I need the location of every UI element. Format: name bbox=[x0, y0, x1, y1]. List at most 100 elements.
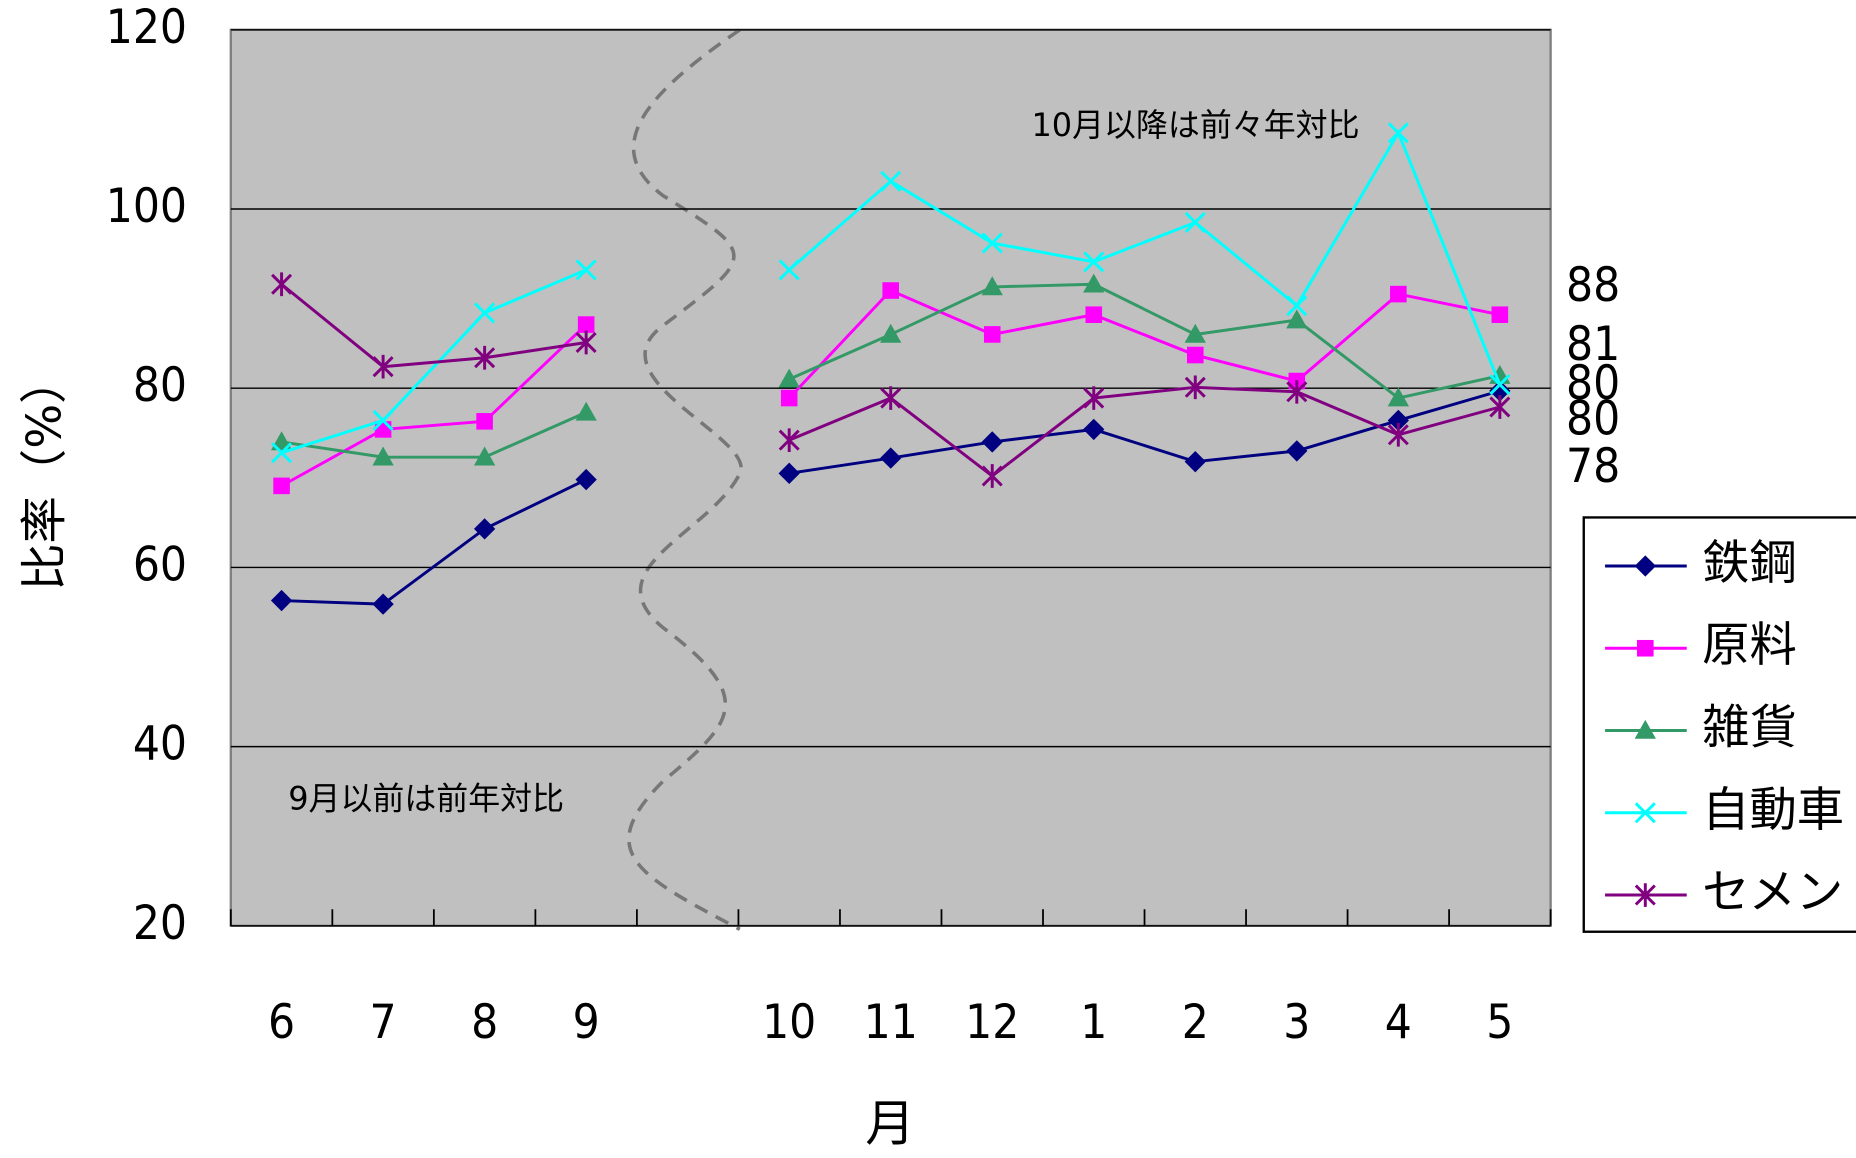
x-tick-label: 9 bbox=[573, 995, 600, 1050]
marker bbox=[1637, 639, 1654, 657]
marker bbox=[1184, 323, 1206, 343]
y-tick-label: 20 bbox=[133, 896, 187, 951]
marker bbox=[1387, 122, 1409, 144]
marker bbox=[577, 316, 595, 333]
marker bbox=[780, 389, 798, 407]
marker bbox=[1083, 273, 1105, 293]
marker bbox=[1489, 380, 1511, 402]
axis-break bbox=[627, 28, 743, 931]
y-tick-label: 80 bbox=[133, 358, 187, 413]
marker bbox=[270, 589, 293, 612]
legend bbox=[1582, 516, 1856, 933]
marker bbox=[473, 518, 496, 540]
x-tick-label: 3 bbox=[1283, 995, 1310, 1050]
legend-label: 鉄鋼 bbox=[1702, 536, 1797, 591]
x-axis-title: 月 bbox=[865, 1095, 915, 1153]
marker bbox=[1184, 375, 1206, 400]
marker bbox=[1184, 451, 1206, 473]
marker bbox=[575, 330, 597, 355]
marker bbox=[778, 428, 800, 452]
marker bbox=[1634, 719, 1656, 739]
marker bbox=[372, 446, 394, 466]
legend-label: 雑貨 bbox=[1702, 701, 1797, 756]
marker bbox=[983, 326, 1001, 343]
y-tick-label: 60 bbox=[133, 537, 187, 592]
x-tick-label: 11 bbox=[864, 995, 918, 1050]
marker bbox=[1083, 251, 1105, 273]
marker bbox=[880, 386, 902, 410]
marker bbox=[1634, 802, 1656, 824]
x-tick-label: 4 bbox=[1385, 995, 1412, 1050]
marker bbox=[1184, 211, 1206, 233]
x-tick-label: 5 bbox=[1486, 995, 1513, 1050]
marker bbox=[1186, 346, 1204, 364]
y-tick-label: 40 bbox=[133, 717, 187, 772]
marker bbox=[372, 354, 394, 379]
value-label: 81 bbox=[1566, 317, 1620, 372]
marker bbox=[1634, 555, 1656, 577]
series-line bbox=[280, 283, 1501, 478]
marker bbox=[1491, 306, 1509, 324]
marker bbox=[271, 442, 293, 464]
x-tick-label: 8 bbox=[471, 995, 498, 1050]
y-tick-label: 100 bbox=[106, 179, 187, 234]
marker bbox=[476, 413, 493, 430]
marker bbox=[880, 447, 902, 469]
marker bbox=[372, 593, 394, 615]
marker bbox=[981, 276, 1003, 296]
marker bbox=[1634, 883, 1656, 907]
marker bbox=[981, 464, 1003, 488]
x-tick-label: 12 bbox=[965, 995, 1019, 1050]
marker bbox=[474, 345, 496, 370]
marker bbox=[981, 431, 1003, 453]
marker bbox=[1083, 386, 1105, 410]
marker bbox=[1286, 295, 1308, 317]
marker bbox=[1387, 422, 1409, 447]
marker bbox=[778, 259, 800, 281]
marker bbox=[1489, 395, 1511, 419]
series-line bbox=[281, 129, 1502, 455]
x-tick-label: 7 bbox=[370, 995, 397, 1050]
annotation: 9月以前は前年対比 bbox=[288, 779, 564, 817]
marker bbox=[1390, 285, 1407, 303]
x-tick-label: 2 bbox=[1182, 995, 1209, 1050]
marker bbox=[880, 323, 902, 343]
marker bbox=[575, 468, 597, 491]
marker bbox=[575, 401, 597, 421]
marker bbox=[575, 259, 597, 281]
legend-label: セメント bbox=[1702, 865, 1856, 920]
marker bbox=[981, 232, 1003, 254]
marker bbox=[1489, 374, 1511, 396]
legend-label: 自動車 bbox=[1702, 783, 1844, 838]
marker bbox=[273, 477, 290, 495]
marker bbox=[1387, 387, 1409, 407]
marker bbox=[1387, 409, 1409, 432]
series-line bbox=[281, 282, 1501, 459]
series-line bbox=[280, 288, 1501, 488]
y-tick-label: 120 bbox=[106, 0, 187, 55]
x-tick-label: 1 bbox=[1080, 995, 1107, 1050]
marker bbox=[372, 409, 394, 431]
value-label: 80 bbox=[1566, 392, 1620, 447]
marker bbox=[1286, 309, 1308, 329]
marker bbox=[778, 462, 800, 484]
legend-label: 原料 bbox=[1702, 618, 1797, 673]
marker bbox=[880, 170, 902, 192]
value-label: 80 bbox=[1566, 356, 1620, 411]
marker bbox=[1083, 418, 1105, 441]
marker bbox=[1286, 440, 1308, 462]
y-axis-title: 比率（%） bbox=[17, 357, 72, 591]
marker bbox=[473, 446, 496, 466]
x-tick-label: 10 bbox=[762, 995, 816, 1050]
marker bbox=[474, 302, 496, 324]
value-label: 78 bbox=[1566, 439, 1620, 494]
series-line bbox=[281, 389, 1501, 606]
x-tick-label: 6 bbox=[268, 995, 295, 1050]
marker bbox=[882, 282, 899, 299]
marker bbox=[271, 272, 293, 297]
marker bbox=[1085, 306, 1103, 324]
value-label: 88 bbox=[1566, 258, 1620, 313]
marker bbox=[778, 368, 800, 388]
